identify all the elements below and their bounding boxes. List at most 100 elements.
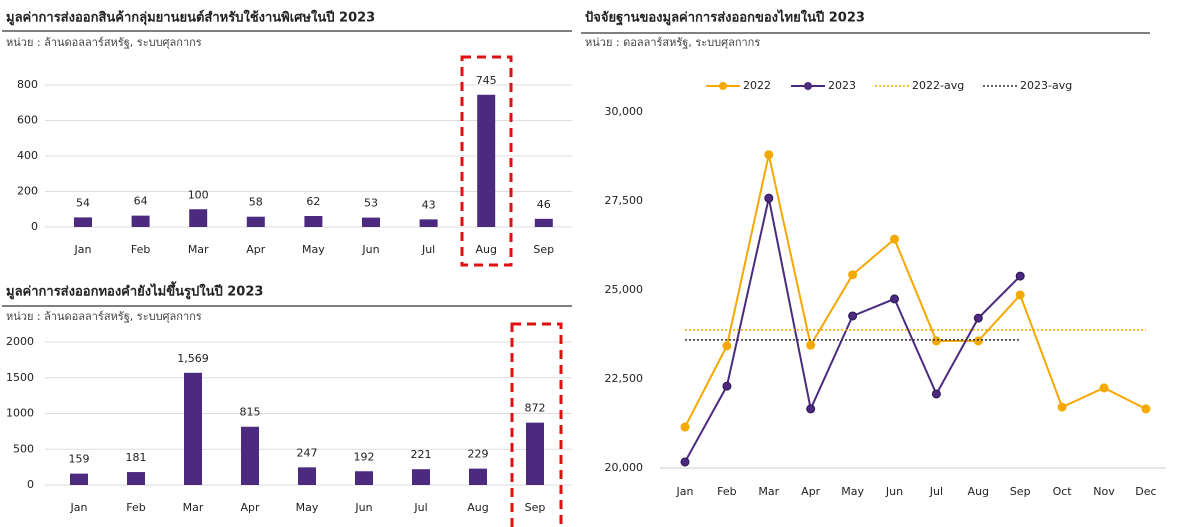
bar <box>246 216 265 227</box>
legend-label: 2022-avg <box>912 79 964 92</box>
bar <box>298 467 316 485</box>
legend-marker <box>719 82 727 90</box>
x-tick-label: Dec <box>1135 485 1156 498</box>
x-tick-label: May <box>302 243 325 256</box>
data-label: 43 <box>422 198 436 211</box>
chart-subtitle: หน่วย : ดอลลาร์สหรัฐ, ระบบศุลกากร <box>585 36 760 49</box>
bar <box>189 209 208 227</box>
bar <box>131 215 150 227</box>
y-tick-label: 20,000 <box>605 461 644 474</box>
data-label: 745 <box>476 74 497 87</box>
x-tick-label: Mar <box>183 501 204 514</box>
x-tick-label: Oct <box>1053 485 1073 498</box>
x-tick-label: Jul <box>421 243 435 256</box>
bar <box>184 372 202 485</box>
x-tick-label: Jan <box>676 485 694 498</box>
data-label: 46 <box>537 198 551 211</box>
bar <box>74 217 92 227</box>
y-tick-label: 30,000 <box>605 105 644 118</box>
x-tick-label: Aug <box>475 243 496 256</box>
point <box>890 234 899 244</box>
data-label: 181 <box>126 451 147 464</box>
data-label: 1,569 <box>177 352 209 365</box>
chart-subtitle: หน่วย : ล้านดอลลาร์สหรัฐ, ระบบศุลกากร <box>6 310 202 323</box>
x-tick-label: May <box>296 501 319 514</box>
data-label: 221 <box>411 448 432 461</box>
highlight-box <box>510 322 563 527</box>
point <box>680 422 690 432</box>
bar <box>362 217 380 227</box>
data-label: 58 <box>249 196 263 209</box>
data-label: 53 <box>364 197 378 210</box>
bar <box>355 471 373 485</box>
x-tick-label: Jun <box>885 485 903 498</box>
chart-title: มูลค่าการส่งออกสินค้ากลุ่มยานยนต์สำหรับใ… <box>6 9 375 26</box>
x-tick-label: Jan <box>74 243 92 256</box>
data-label: 100 <box>188 188 209 201</box>
bar <box>70 473 88 485</box>
point <box>680 457 690 467</box>
data-label: 229 <box>468 448 489 461</box>
x-tick-label: Apr <box>246 243 266 256</box>
point <box>973 313 983 323</box>
x-tick-label: Mar <box>188 243 209 256</box>
data-label: 159 <box>69 453 90 466</box>
point <box>722 381 732 391</box>
y-tick-label: 22,500 <box>605 372 644 385</box>
point <box>1057 402 1067 412</box>
y-tick-label: 1000 <box>6 407 34 420</box>
y-tick-label: 600 <box>17 114 38 127</box>
data-label: 192 <box>354 450 375 463</box>
x-tick-label: Aug <box>968 485 989 498</box>
y-tick-label: 500 <box>13 442 34 455</box>
point <box>806 340 816 350</box>
point <box>1141 404 1151 414</box>
x-tick-label: Sep <box>533 243 554 256</box>
point <box>890 294 899 304</box>
x-tick-label: Jun <box>354 501 372 514</box>
data-label: 64 <box>134 195 148 208</box>
x-tick-label: Nov <box>1093 485 1115 498</box>
point <box>1015 271 1025 281</box>
y-tick-label: 0 <box>27 478 34 491</box>
x-tick-label: Sep <box>525 501 546 514</box>
bar <box>127 472 145 485</box>
y-tick-label: 0 <box>31 220 38 233</box>
data-label: 872 <box>525 402 546 415</box>
point <box>806 404 816 414</box>
bar <box>534 218 553 227</box>
y-tick-label: 25,000 <box>605 283 644 296</box>
legend-label: 2022 <box>743 79 771 92</box>
highlight-box <box>460 55 513 267</box>
x-tick-label: Feb <box>717 485 736 498</box>
point <box>848 311 858 321</box>
data-label: 815 <box>240 406 261 419</box>
y-tick-label: 2000 <box>6 335 34 348</box>
x-tick-label: Jul <box>413 501 427 514</box>
y-tick-label: 800 <box>17 78 38 91</box>
x-tick-label: Jan <box>70 501 88 514</box>
point <box>931 336 941 346</box>
bar <box>419 219 438 227</box>
bar <box>526 422 544 485</box>
y-tick-label: 200 <box>17 185 38 198</box>
x-tick-label: Jun <box>361 243 379 256</box>
chart-subtitle: หน่วย : ล้านดอลลาร์สหรัฐ, ระบบศุลกากร <box>6 36 202 49</box>
bar <box>304 215 323 227</box>
x-tick-label: Feb <box>131 243 150 256</box>
data-label: 54 <box>76 196 90 209</box>
legend-marker <box>804 82 812 90</box>
x-tick-label: Apr <box>240 501 260 514</box>
legend-label: 2023-avg <box>1020 79 1072 92</box>
bar <box>469 468 487 485</box>
y-tick-label: 27,500 <box>605 194 644 207</box>
x-tick-label: Sep <box>1010 485 1031 498</box>
chart-title: มูลค่าการส่งออกทองคำยังไม่ขึ้นรูปในปี 20… <box>6 281 263 300</box>
line-series <box>684 154 1147 428</box>
x-tick-label: Mar <box>758 485 779 498</box>
chart-title: ปัจจัยฐานของมูลค่าการส่งออกของไทยในปี 20… <box>585 9 865 27</box>
x-tick-label: Apr <box>801 485 821 498</box>
point <box>1015 290 1025 300</box>
bar <box>477 94 496 227</box>
